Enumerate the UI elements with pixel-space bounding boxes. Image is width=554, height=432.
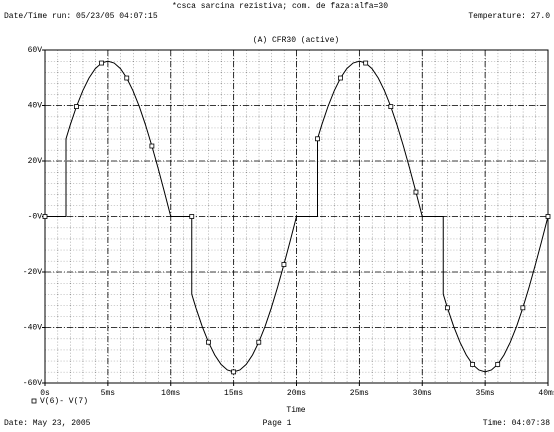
point-marker xyxy=(124,75,130,81)
y-tick-label: -20V xyxy=(23,268,42,277)
x-tick-label: 10ms xyxy=(161,389,180,398)
y-tick-label: 40V xyxy=(28,102,43,111)
legend-label: V(6)- V(7) xyxy=(40,397,88,406)
point-marker xyxy=(206,339,211,345)
x-tick-label: 40ms xyxy=(538,389,554,398)
point-marker xyxy=(231,369,237,375)
x-tick-label: 20ms xyxy=(287,389,306,398)
x-axis-label: Time xyxy=(286,406,305,415)
point-marker xyxy=(444,305,450,311)
point-marker xyxy=(338,75,343,81)
point-marker xyxy=(99,60,104,66)
point-marker xyxy=(470,362,475,367)
point-marker xyxy=(495,362,501,367)
point-marker xyxy=(74,104,79,110)
plot-label: (A) CFR30 (active) xyxy=(253,36,339,45)
point-marker xyxy=(520,305,526,311)
footer-date: Date: May 23, 2005 xyxy=(4,419,91,428)
point-marker xyxy=(281,262,287,267)
chart-title: *csca sarcina rezistiva; com. de faza:al… xyxy=(172,2,388,11)
point-marker xyxy=(363,60,369,66)
x-tick-label: 30ms xyxy=(413,389,432,398)
point-marker xyxy=(315,136,320,142)
y-tick-label: -40V xyxy=(23,324,42,333)
x-tick-label: 25ms xyxy=(350,389,369,398)
x-tick-label: 0s xyxy=(40,389,50,398)
legend-symbol xyxy=(31,398,37,404)
point-marker xyxy=(189,214,195,219)
footer-time: Time: 04:07:38 xyxy=(483,419,550,428)
series-line xyxy=(45,60,549,373)
footer-page: Page 1 xyxy=(263,419,292,428)
point-marker xyxy=(545,214,551,219)
y-tick-label: -60V xyxy=(23,379,42,388)
y-tick-label: -0V xyxy=(28,213,43,222)
point-marker xyxy=(413,189,419,195)
point-marker xyxy=(388,104,394,110)
y-tick-label: 20V xyxy=(28,157,43,166)
point-marker xyxy=(256,339,262,345)
x-tick-label: 15ms xyxy=(224,389,243,398)
run-info: Date/Time run: 05/23/05 04:07:15 xyxy=(4,12,158,21)
x-tick-label: 5ms xyxy=(101,389,116,398)
point-marker xyxy=(42,214,48,219)
temperature: Temperature: 27.0 xyxy=(468,12,550,21)
point-marker xyxy=(149,143,155,149)
x-tick-label: 35ms xyxy=(476,389,495,398)
y-tick-label: 60V xyxy=(28,46,43,55)
